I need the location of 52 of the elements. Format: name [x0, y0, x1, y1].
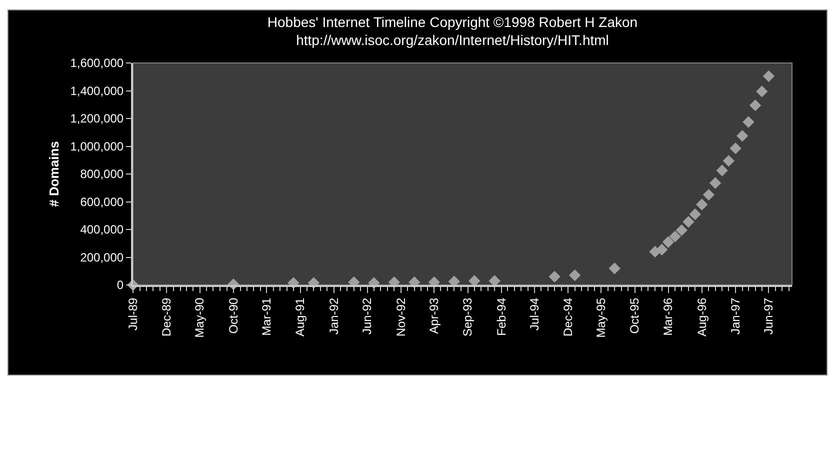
point	[689, 208, 701, 220]
y-tick-label: 1,600,000	[70, 56, 124, 70]
point	[676, 224, 688, 236]
chart-subtitle: http://www.isoc.org/zakon/Internet/History/HIT.html	[296, 32, 609, 48]
chart-title: Hobbes' Internet Timeline Copyright ©1998 Robert H Zakon	[267, 14, 638, 30]
x-tick-label: Jul-89	[126, 297, 140, 330]
y-tick-label: 1,400,000	[70, 84, 124, 98]
x-tick-label: Nov-92	[394, 297, 408, 336]
x-tick-label: Oct-90	[226, 297, 240, 334]
x-tick-label: Aug-96	[694, 297, 709, 337]
x-tick-label: Aug-91	[293, 297, 308, 337]
x-tick-label: Mar-91	[260, 297, 274, 336]
point	[656, 244, 668, 256]
y-tick-label: 0	[116, 278, 124, 292]
x-tick-label: May-90	[192, 297, 207, 338]
point	[682, 216, 694, 228]
x-tick-label: Jan-92	[326, 297, 341, 335]
point	[762, 70, 775, 82]
y-tick-label: 400,000	[80, 222, 124, 237]
x-tick-label: Jan-97	[728, 297, 742, 335]
point	[662, 236, 674, 248]
point	[696, 198, 708, 210]
x-tick-label: Feb-94	[494, 297, 508, 336]
point	[568, 269, 581, 282]
point	[749, 99, 762, 112]
x-tick-label: Sep-93	[460, 297, 475, 337]
x-tick-label: Jun-97	[762, 297, 776, 335]
point	[756, 86, 768, 98]
y-tick-label: 600,000	[80, 194, 124, 209]
point	[608, 262, 620, 274]
point	[709, 177, 722, 189]
y-tick-label: 200,000	[80, 250, 124, 264]
point	[548, 270, 560, 283]
x-tick-label: Dec-94	[560, 297, 575, 336]
y-tick-label: 800,000	[80, 167, 124, 182]
x-tick-label: Apr-93	[427, 297, 442, 334]
y-axis-title: # Domains	[46, 141, 62, 207]
x-tick-label: Mar-96	[661, 297, 676, 336]
point	[730, 142, 742, 154]
y-tick-label: 1,000,000	[70, 139, 124, 154]
point	[702, 188, 715, 201]
x-tick-label: Jul-94	[527, 297, 542, 330]
point	[716, 164, 728, 176]
point	[722, 154, 735, 167]
point	[736, 130, 748, 142]
y-tick-label: 1,200,000	[70, 112, 124, 126]
point	[742, 116, 754, 128]
point	[669, 230, 681, 242]
x-tick-label: May-95	[594, 297, 608, 338]
x-tick-label: Dec-89	[160, 297, 174, 336]
x-tick-label: Jun-92	[360, 297, 374, 335]
x-tick-label: Oct-95	[628, 297, 642, 334]
